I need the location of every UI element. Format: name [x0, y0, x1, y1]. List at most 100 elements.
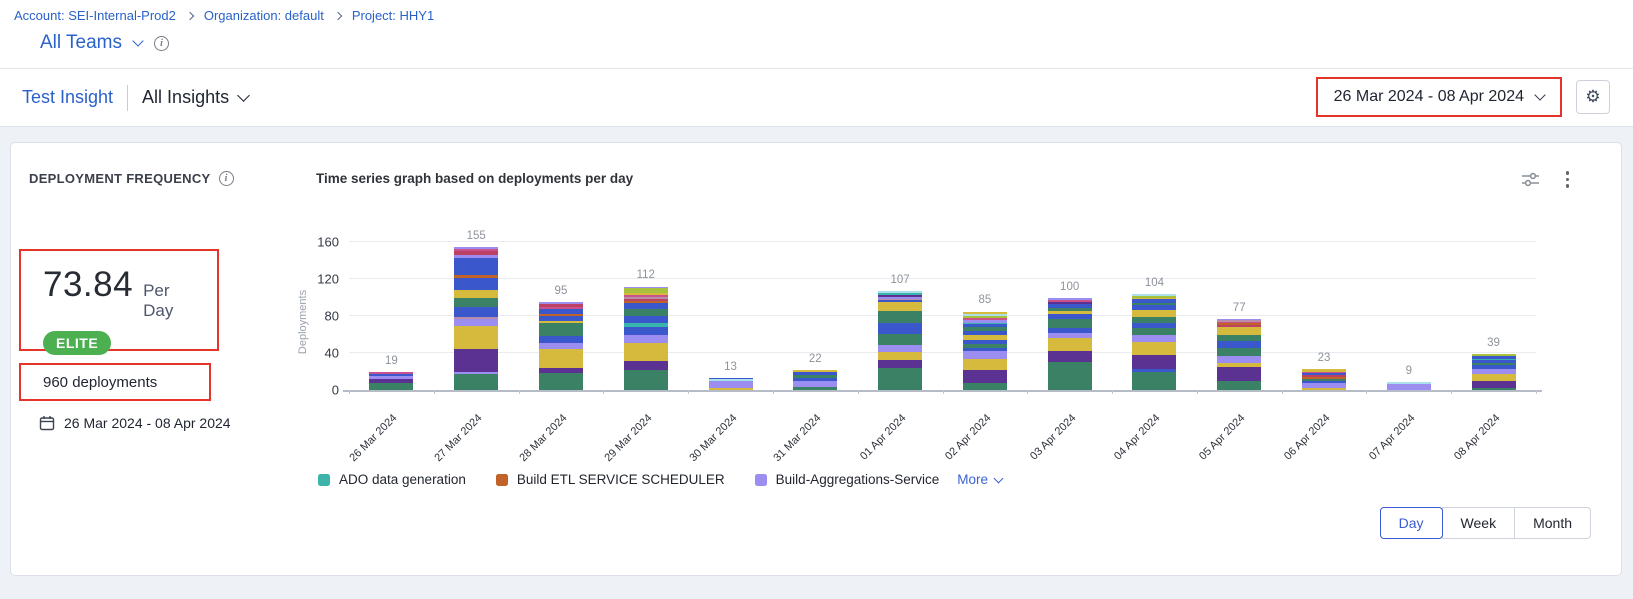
date-range-picker[interactable]: 26 Mar 2024 - 08 Apr 2024 — [1327, 82, 1550, 112]
x-axis-tick — [857, 390, 859, 394]
bar-segment — [1132, 368, 1177, 372]
bar-segment — [793, 375, 838, 378]
bar-segment — [454, 316, 499, 319]
bar-value-label: 77 — [1232, 301, 1246, 314]
chart-bar-01-apr-2024[interactable] — [878, 291, 923, 390]
breadcrumb-account-link[interactable]: Account: SEI-Internal-Prod2 — [14, 8, 176, 23]
bar-segment — [454, 318, 499, 327]
chart-bar-04-apr-2024[interactable] — [1132, 293, 1177, 390]
chart-bar-27-mar-2024[interactable] — [454, 246, 499, 390]
insights-dropdown[interactable]: All Insights — [142, 87, 250, 108]
bar-segment — [962, 330, 1007, 335]
chart-bar-26-mar-2024[interactable] — [369, 372, 414, 390]
bar-segment — [1132, 295, 1177, 298]
chevron-right-icon — [185, 11, 195, 21]
chart-bar-31-mar-2024[interactable] — [793, 369, 838, 390]
bar-segment — [1217, 363, 1262, 367]
chart-filter-button[interactable] — [1519, 170, 1542, 189]
bar-segment — [962, 358, 1007, 370]
chart-bar-02-apr-2024[interactable] — [962, 311, 1007, 390]
bar-segment — [1217, 341, 1262, 349]
bar-segment — [878, 333, 923, 345]
y-axis-tick-label: 40 — [324, 345, 339, 361]
widget-date-range: 26 Mar 2024 - 08 Apr 2024 — [39, 415, 231, 431]
breadcrumb-project-link[interactable]: Project: HHY1 — [351, 8, 435, 23]
bar-segment — [1217, 325, 1262, 328]
bar-segment — [1132, 354, 1177, 369]
granularity-week-button[interactable]: Week — [1441, 507, 1516, 539]
bar-segment — [1301, 378, 1346, 381]
granularity-month-button[interactable]: Month — [1514, 507, 1591, 539]
y-axis-tick-label: 0 — [331, 382, 339, 398]
breadcrumb-organization-link[interactable]: Organization: default — [203, 8, 324, 23]
bar-value-label: 85 — [978, 294, 992, 307]
chart-bar-28-mar-2024[interactable] — [538, 302, 583, 390]
widget-title: DEPLOYMENT FREQUENCY — [29, 171, 211, 186]
bar-segment — [878, 300, 923, 303]
bar-segment — [1217, 355, 1262, 364]
chart-bar-03-apr-2024[interactable] — [1047, 297, 1092, 390]
bar-segment — [1132, 309, 1177, 317]
bar-segment — [454, 349, 499, 373]
bar-segment — [1047, 338, 1092, 352]
bar-segment — [793, 380, 838, 388]
chart-section: Time series graph based on deployments p… — [297, 169, 1599, 561]
info-icon[interactable]: i — [154, 35, 170, 51]
legend-more-link[interactable]: More — [957, 472, 1004, 487]
bar-value-label: 23 — [1317, 351, 1331, 364]
bar-segment — [1217, 348, 1262, 356]
bar-segment — [538, 304, 583, 307]
bar-segment — [962, 382, 1007, 390]
bar-slot: 95 — [519, 242, 604, 390]
bar-segment — [1301, 373, 1346, 376]
x-axis-tick — [603, 390, 605, 394]
bar-segment — [623, 286, 668, 289]
bar-segment — [369, 372, 414, 375]
chevron-down-icon[interactable] — [132, 35, 144, 47]
bar-segment — [1047, 311, 1092, 315]
insight-name-link[interactable]: Test Insight — [22, 87, 114, 107]
chart-bar-30-mar-2024[interactable] — [708, 378, 753, 390]
bar-segment — [538, 314, 583, 317]
chart-bar-05-apr-2024[interactable] — [1217, 318, 1262, 390]
settings-button[interactable]: ⚙ — [1576, 80, 1610, 114]
bar-segment — [1132, 297, 1177, 300]
chart-bar-08-apr-2024[interactable] — [1471, 354, 1516, 390]
chart-bar-06-apr-2024[interactable] — [1301, 368, 1346, 390]
total-deployments: 960 deployments — [43, 373, 158, 391]
bar-segment — [962, 322, 1007, 325]
bar-segment — [623, 316, 668, 324]
bar-segment — [1301, 380, 1346, 383]
bar-segment — [369, 382, 414, 390]
bar-slot: 100 — [1027, 242, 1112, 390]
bar-segment — [1217, 318, 1262, 320]
x-axis-tick — [1536, 390, 1537, 394]
bar-slot: 22 — [773, 242, 858, 390]
bar-segment — [878, 298, 923, 301]
chart-menu-button[interactable] — [1564, 169, 1572, 190]
bar-segment — [1047, 297, 1092, 301]
bar-segment — [454, 248, 499, 252]
legend-item[interactable]: ADO data generation — [318, 472, 466, 487]
bar-segment — [1301, 371, 1346, 374]
chart-bar-07-apr-2024[interactable] — [1386, 381, 1431, 390]
chart-title: Time series graph based on deployments p… — [316, 171, 634, 186]
granularity-day-button[interactable]: Day — [1379, 507, 1443, 539]
info-icon[interactable]: i — [218, 171, 234, 186]
gridline — [349, 315, 1536, 316]
bar-value-label: 39 — [1487, 336, 1500, 349]
legend-more-label: More — [957, 472, 989, 487]
bar-slot: 107 — [858, 242, 943, 390]
kebab-menu-icon — [1565, 171, 1569, 188]
legend-item[interactable]: Build-Aggregations-Service — [754, 472, 939, 487]
legend-item[interactable]: Build ETL SERVICE SCHEDULER — [495, 472, 725, 487]
bar-segment — [1047, 314, 1092, 319]
chart-bar-29-mar-2024[interactable] — [623, 286, 668, 390]
teams-selector[interactable]: All Teams i — [40, 32, 170, 54]
bar-value-label: 112 — [636, 269, 655, 282]
x-axis-tick — [518, 390, 520, 394]
bar-value-label: 155 — [466, 229, 486, 242]
x-axis-tick — [349, 390, 350, 394]
gridline — [349, 278, 1536, 279]
bar-segment — [538, 306, 583, 309]
